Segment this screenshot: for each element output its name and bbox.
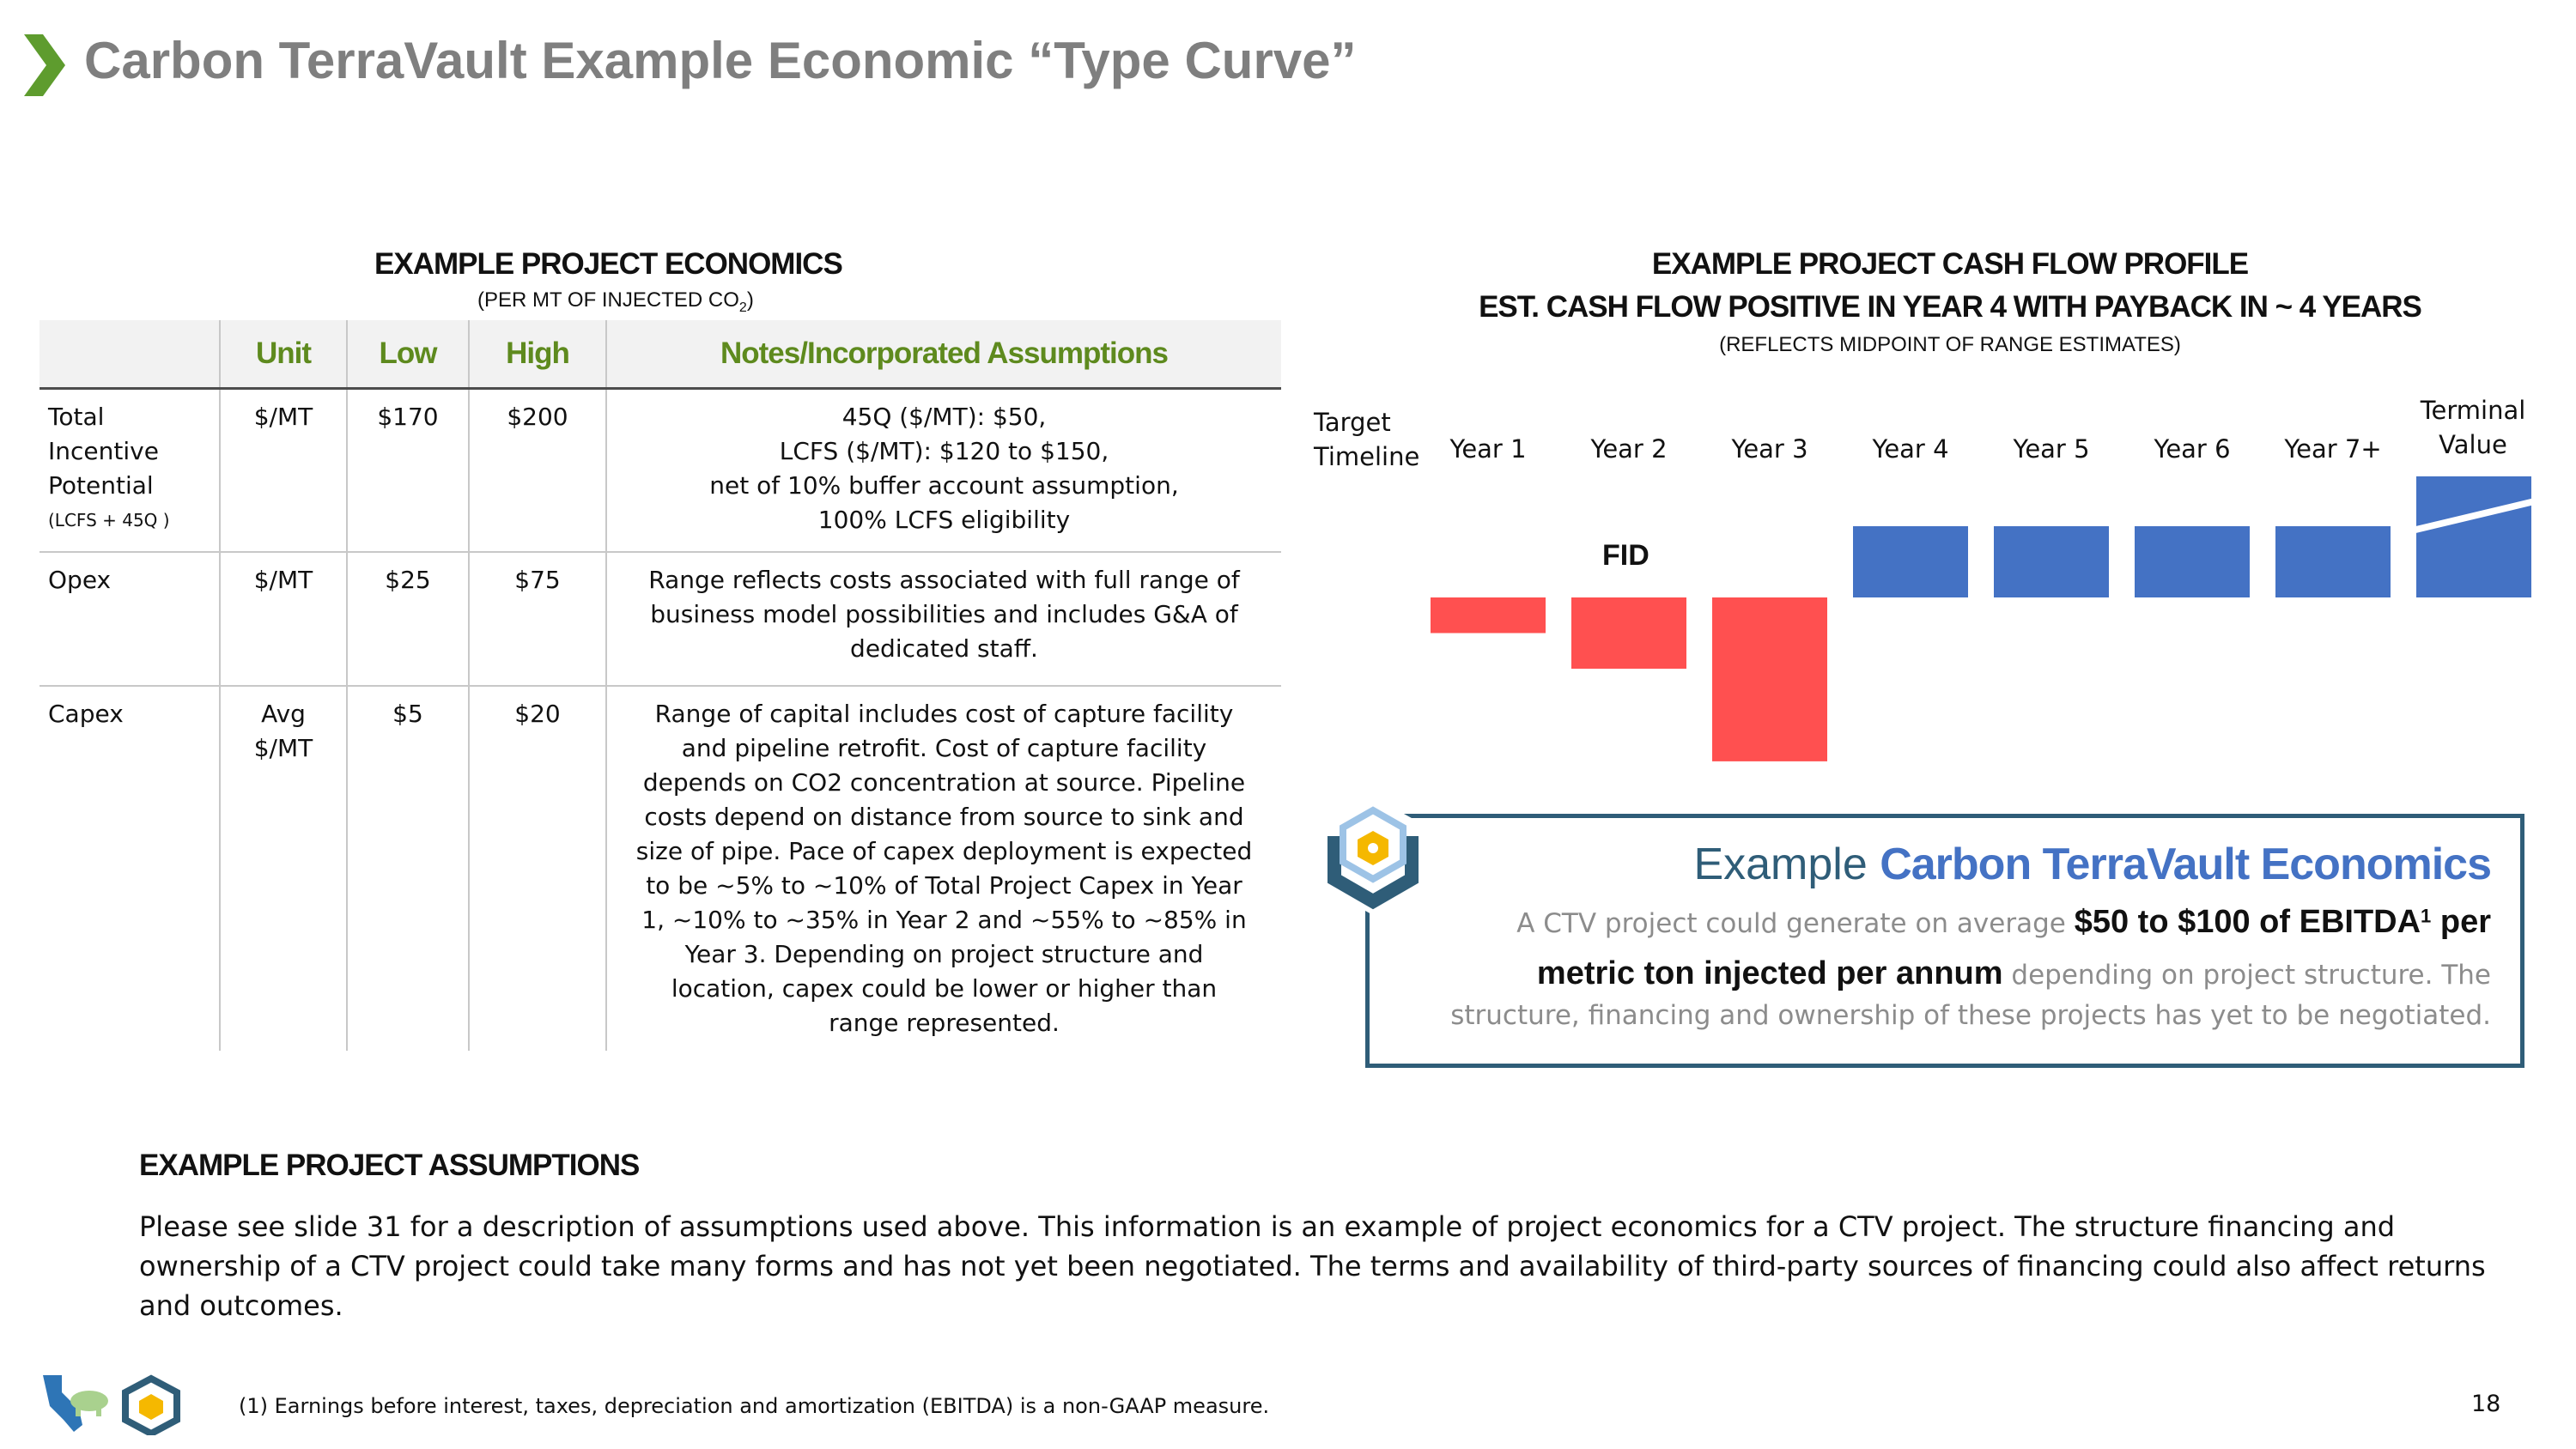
high-cell: $75 bbox=[468, 551, 606, 687]
economics-subheading: (PER MT OF INJECTED CO2) bbox=[477, 288, 754, 315]
economics-heading: EXAMPLE PROJECT ECONOMICS bbox=[374, 247, 843, 281]
year-label: Year 5 bbox=[2013, 434, 2090, 464]
terminal-value-label: Terminal Value bbox=[2420, 396, 2526, 459]
year-label: Year 4 bbox=[1872, 434, 1949, 464]
page-number: 18 bbox=[2471, 1391, 2501, 1417]
year-label: Year 6 bbox=[2154, 434, 2231, 464]
row-label: Opex bbox=[39, 551, 220, 687]
low-cell: $25 bbox=[346, 551, 469, 687]
example-line-4: structure, financing and ownership of th… bbox=[1450, 1000, 2491, 1031]
notes-cell: 45Q ($/MT): $50, LCFS ($/MT): $120 to $1… bbox=[605, 388, 1281, 553]
year-label: Year 1 bbox=[1449, 434, 1527, 464]
table-header-row: Unit Low High Notes/Incorporated Assumpt… bbox=[39, 320, 1281, 390]
table-row: Opex $/MT $25 $75 Range reflects costs a… bbox=[39, 551, 1281, 687]
fid-label: FID bbox=[1602, 539, 1649, 572]
unit-cell: $/MT bbox=[219, 551, 347, 687]
cashflow-chart bbox=[1431, 476, 2531, 761]
notes-cell: Range of capital includes cost of captur… bbox=[605, 685, 1281, 1051]
row-label: Capex bbox=[48, 699, 124, 728]
low-cell: $5 bbox=[346, 685, 469, 1051]
notes-cell: Range reflects costs associated with ful… bbox=[605, 551, 1281, 687]
cashflow-bar bbox=[1571, 597, 1686, 669]
year-label: Year 7+ bbox=[2284, 434, 2382, 464]
cashflow-heading: EXAMPLE PROJECT CASH FLOW PROFILE bbox=[1651, 247, 2249, 281]
footnote: (1) Earnings before interest, taxes, dep… bbox=[239, 1394, 1270, 1418]
assumptions-text: Please see slide 31 for a description of… bbox=[139, 1210, 2486, 1322]
cashflow-bar bbox=[1431, 597, 1546, 634]
column-header: High bbox=[468, 320, 606, 390]
high-cell: $20 bbox=[468, 685, 606, 1051]
year-label: Year 3 bbox=[1731, 434, 1808, 464]
page-title: Carbon TerraVault Example Economic “Type… bbox=[84, 32, 1357, 89]
year-label: Year 2 bbox=[1590, 434, 1668, 464]
assumptions-heading: EXAMPLE PROJECT ASSUMPTIONS bbox=[139, 1149, 640, 1182]
axis-break-mark bbox=[2416, 498, 2531, 533]
cashflow-bar bbox=[2275, 526, 2391, 597]
cashflow-bar bbox=[1853, 526, 1968, 597]
example-line-2: A CTV project could generate on average … bbox=[1516, 904, 2491, 940]
cashflow-subheading: (REFLECTS MIDPOINT OF RANGE ESTIMATES) bbox=[1719, 333, 2181, 356]
row-label-note: (LCFS + 45Q ) bbox=[48, 510, 170, 530]
low-cell: $170 bbox=[346, 388, 469, 553]
table-row: Total Incentive Potential (LCFS + 45Q ) … bbox=[39, 388, 1281, 553]
example-box: Example Carbon TerraVault Economics A CT… bbox=[1365, 814, 2524, 1068]
cashflow-heading-2: EST. CASH FLOW POSITIVE IN YEAR 4 WITH P… bbox=[1479, 290, 2422, 324]
example-line-3: metric ton injected per annum depending … bbox=[1536, 955, 2491, 991]
chevron-right-icon bbox=[24, 34, 65, 96]
table-row: Capex Avg $/MT $5 $20 Range of capital i… bbox=[39, 685, 1281, 1051]
unit-cell: Avg $/MT bbox=[219, 685, 347, 1051]
column-header: Low bbox=[346, 320, 469, 390]
row-label: Total Incentive Potential (LCFS + 45Q ) bbox=[39, 388, 220, 553]
high-cell: $200 bbox=[468, 388, 606, 553]
column-header bbox=[39, 320, 220, 390]
example-title: Example Carbon TerraVault Economics bbox=[1693, 840, 2492, 889]
cashflow-bar bbox=[1712, 597, 1827, 761]
economics-table: Unit Low High Notes/Incorporated Assumpt… bbox=[39, 320, 1281, 1051]
column-header: Notes/Incorporated Assumptions bbox=[605, 320, 1281, 390]
ctv-logo-icon bbox=[1321, 797, 1425, 915]
cashflow-bar bbox=[1994, 526, 2109, 597]
cashflow-bar bbox=[2416, 476, 2531, 597]
unit-cell: $/MT bbox=[219, 388, 347, 553]
timeline-label: Target Timeline bbox=[1314, 408, 1420, 471]
column-header: Unit bbox=[219, 320, 347, 390]
cashflow-bar bbox=[2135, 526, 2250, 597]
company-logo-icon bbox=[43, 1374, 180, 1435]
